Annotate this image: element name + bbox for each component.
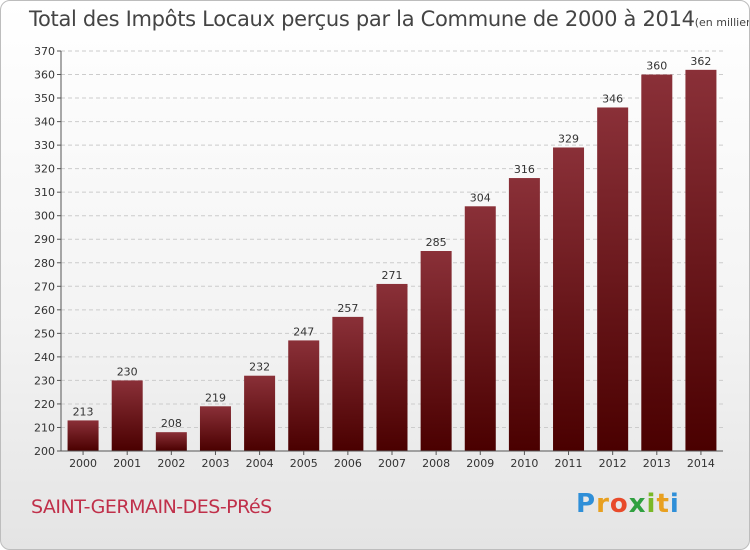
y-tick-label: 360: [34, 69, 55, 82]
bar: [597, 107, 629, 452]
y-tick-label: 270: [34, 280, 55, 293]
bar: [67, 420, 99, 451]
x-tick-label: 2011: [555, 457, 583, 470]
y-tick-label: 340: [34, 116, 55, 129]
logo-letter: x: [628, 489, 647, 519]
x-tick-label: 2012: [599, 457, 627, 470]
bar: [464, 206, 496, 451]
y-tick-label: 310: [34, 186, 55, 199]
data-label: 230: [117, 365, 138, 378]
y-tick-label: 250: [34, 327, 55, 340]
y-tick-label: 280: [34, 257, 55, 270]
bar-layer: 213 230 208 219 232 247 257 271 285 304 316 329 346 3…: [67, 55, 717, 452]
data-label: 213: [73, 405, 94, 418]
y-tick-label: 330: [34, 139, 55, 152]
bar: [553, 147, 585, 451]
bar: [155, 432, 187, 451]
x-tick-label: 2008: [422, 457, 450, 470]
x-tick-label: 2003: [201, 457, 229, 470]
data-label: 346: [602, 92, 623, 105]
y-tick-label: 350: [34, 92, 55, 105]
bar: [244, 375, 276, 451]
data-label: 362: [690, 55, 711, 68]
logo-letter: i: [646, 489, 657, 519]
x-tick-label: 2006: [334, 457, 362, 470]
y-tick-label: 220: [34, 398, 55, 411]
data-label: 285: [426, 236, 447, 249]
y-tick-label: 370: [34, 45, 55, 58]
y-tick-label: 240: [34, 351, 55, 364]
data-label: 247: [293, 325, 314, 338]
y-tick-label: 210: [34, 421, 55, 434]
data-label: 208: [161, 417, 182, 430]
bar: [685, 69, 717, 451]
x-tick-label: 2002: [157, 457, 185, 470]
x-tick-label: 2009: [466, 457, 494, 470]
bar: [111, 380, 143, 451]
y-tick-label: 200: [34, 445, 55, 458]
bar: [332, 316, 364, 451]
data-label: 271: [382, 269, 403, 282]
bar: [420, 251, 452, 451]
data-label: 329: [558, 132, 579, 145]
y-tick-label: 230: [34, 374, 55, 387]
logo-letter: r: [596, 489, 610, 519]
x-tick-label: 2007: [378, 457, 406, 470]
proxiti-logo: Proxiti: [576, 489, 680, 519]
x-tick-label: 2010: [510, 457, 538, 470]
logo-letter: t: [656, 489, 670, 519]
x-tick-label: 2014: [687, 457, 715, 470]
data-label: 257: [337, 302, 358, 315]
bar: [376, 283, 408, 451]
bar: [288, 340, 320, 451]
unit-label: (en milliers d'€): [694, 16, 749, 29]
logo-letter: o: [609, 489, 629, 519]
data-label: 360: [646, 60, 667, 73]
data-label: 316: [514, 163, 535, 176]
bar: [199, 406, 231, 451]
data-label: 219: [205, 391, 226, 404]
x-tick-label: 2001: [113, 457, 141, 470]
y-tick-label: 260: [34, 304, 55, 317]
y-tick-label: 320: [34, 163, 55, 176]
axis-layer: 200 210 220 230 240 250 260 270 280 290 300 310 320 3…: [34, 45, 723, 470]
chart-title: Total des Impôts Locaux perçus par la Co…: [29, 7, 749, 31]
logo-letter: P: [576, 489, 597, 519]
logo-letter: i: [669, 489, 680, 519]
data-label: 232: [249, 361, 270, 374]
y-tick-label: 290: [34, 233, 55, 246]
title-text: Total des Impôts Locaux perçus par la Co…: [29, 7, 695, 31]
bar: [508, 178, 540, 451]
commune-name: SAINT-GERMAIN-DES-PRéS: [31, 496, 272, 518]
x-tick-label: 2013: [643, 457, 671, 470]
x-tick-label: 2005: [290, 457, 318, 470]
x-tick-label: 2000: [69, 457, 97, 470]
bar: [641, 74, 673, 451]
x-tick-label: 2004: [246, 457, 274, 470]
y-tick-label: 300: [34, 210, 55, 223]
data-label: 304: [470, 191, 491, 204]
